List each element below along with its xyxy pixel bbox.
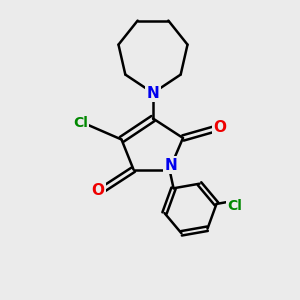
Text: Cl: Cl — [73, 116, 88, 130]
Text: N: N — [147, 85, 159, 100]
Text: O: O — [92, 183, 105, 198]
Text: O: O — [213, 120, 226, 135]
Text: Cl: Cl — [227, 199, 242, 213]
Text: N: N — [165, 158, 177, 172]
